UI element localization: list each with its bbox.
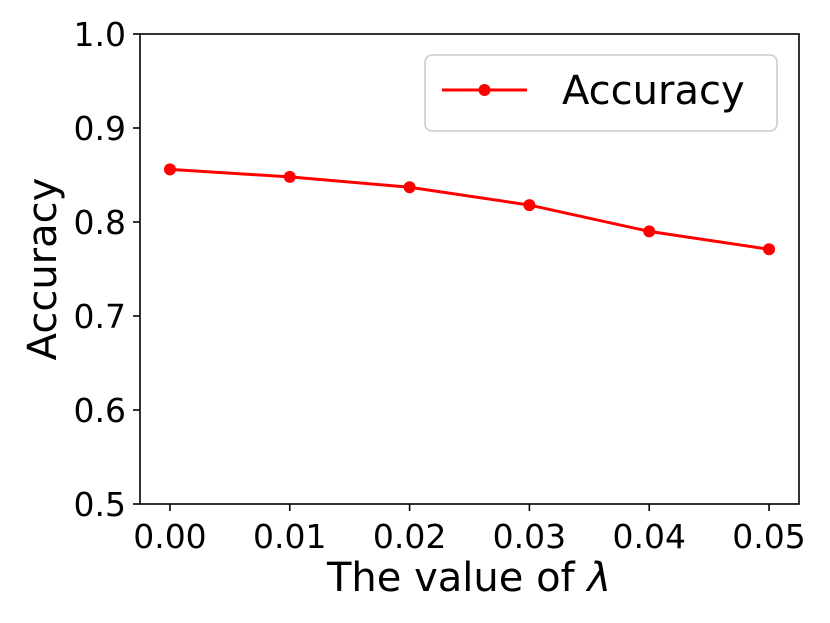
- data-point: [643, 225, 656, 238]
- y-tick-label: 0.7: [74, 297, 126, 336]
- data-point: [163, 163, 176, 176]
- data-point: [403, 181, 416, 194]
- y-tick-label: 1.0: [74, 15, 126, 54]
- x-axis-title-symbol: λ: [585, 555, 611, 601]
- x-axis-title-text: The value of: [326, 555, 587, 601]
- x-tick-label: 0.01: [253, 517, 326, 556]
- x-tick-label: 0.00: [133, 517, 206, 556]
- legend-series-label: Accuracy: [562, 68, 745, 114]
- y-tick-label: 0.6: [74, 391, 126, 430]
- y-tick-label: 0.8: [74, 203, 126, 242]
- legend-series-marker: [478, 84, 491, 96]
- legend-box: [424, 54, 778, 132]
- y-tick-label: 0.9: [74, 109, 126, 148]
- series-line-accuracy: [169, 167, 770, 251]
- data-point: [283, 170, 296, 183]
- plot-frame: [139, 33, 800, 505]
- x-tick-label: 0.05: [732, 517, 805, 556]
- x-tick-label: 0.02: [373, 517, 446, 556]
- legend: Accuracy: [424, 54, 778, 132]
- x-tick-label: 0.04: [612, 517, 685, 556]
- data-point: [763, 243, 776, 256]
- x-axis-ticks: 0.00 0.01 0.02 0.03 0.04 0.05: [133, 504, 806, 556]
- x-axis-title: The value of λ: [326, 555, 611, 601]
- y-tick-label: 0.5: [74, 485, 126, 524]
- data-point: [523, 199, 536, 212]
- y-axis-ticks: 0.5 0.6 0.7 0.8 0.9 1.0: [74, 15, 140, 524]
- plot-content: [163, 163, 776, 256]
- x-tick-label: 0.03: [493, 517, 566, 556]
- y-axis-title: Accuracy: [20, 178, 66, 361]
